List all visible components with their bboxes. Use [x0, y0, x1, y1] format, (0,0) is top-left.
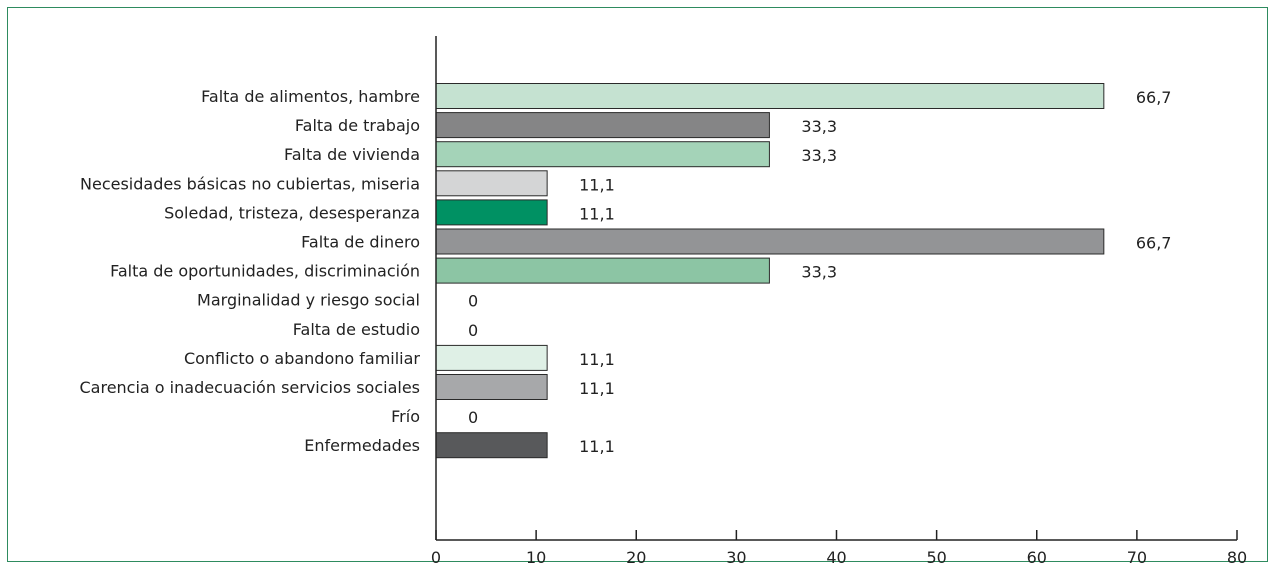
- bar: [435, 228, 1105, 255]
- data-label: 66,7: [1136, 234, 1172, 253]
- x-tick-label: 80: [1227, 548, 1247, 567]
- x-tick-label: 10: [526, 548, 546, 567]
- bar: [435, 344, 548, 371]
- bar: [435, 374, 548, 400]
- data-label: 11,1: [579, 379, 615, 398]
- bar: [435, 257, 770, 284]
- data-label: 11,1: [579, 350, 615, 369]
- x-tick-label: 30: [726, 548, 746, 567]
- bar: [435, 199, 548, 226]
- category-label: Falta de oportunidades, discriminación: [110, 262, 420, 281]
- data-label: 33,3: [801, 146, 837, 165]
- category-label: Frío: [391, 407, 420, 426]
- bars-group: [435, 83, 1105, 459]
- x-tick-label: 0: [431, 548, 441, 567]
- category-label: Carencia o inadecuación servicios social…: [79, 378, 420, 397]
- category-label: Falta de dinero: [301, 233, 420, 252]
- bar: [435, 112, 770, 139]
- category-label: Falta de trabajo: [295, 116, 420, 135]
- x-tick-label: 50: [926, 548, 946, 567]
- axes-group: 0 10 20 30 40 50 60 70 80: [431, 36, 1247, 567]
- x-tick-label: 20: [626, 548, 646, 567]
- category-label: Soledad, tristeza, desesperanza: [164, 203, 420, 222]
- data-label: 11,1: [579, 437, 615, 456]
- bar: [435, 432, 548, 459]
- bar: [435, 83, 1105, 109]
- data-label: 11,1: [579, 204, 615, 223]
- category-label: Falta de vivienda: [284, 145, 420, 164]
- data-label: 33,3: [801, 263, 837, 282]
- data-label: 0: [468, 292, 478, 311]
- category-label: Necesidades básicas no cubiertas, miseri…: [80, 174, 420, 193]
- x-tick-label: 70: [1127, 548, 1147, 567]
- data-label: 33,3: [801, 117, 837, 136]
- category-label: Conflicto o abandono familiar: [184, 349, 420, 368]
- bar: [435, 170, 548, 197]
- data-label: 0: [468, 408, 478, 427]
- category-label: Falta de alimentos, hambre: [201, 87, 420, 106]
- x-tick-label: 60: [1027, 548, 1047, 567]
- value-labels-group: 66,7 33,3 33,3 11,1 11,1 66,7 33,3 0 0 11,1 11,1 0 1…: [468, 88, 1171, 456]
- category-label: Falta de estudio: [293, 320, 420, 339]
- bar: [435, 141, 770, 168]
- category-labels-group: Falta de alimentos, hambre Falta de traba…: [79, 87, 420, 455]
- category-label: Enfermedades: [304, 436, 420, 455]
- x-tick-label: 40: [826, 548, 846, 567]
- category-label: Marginalidad y riesgo social: [197, 291, 420, 310]
- data-label: 0: [468, 321, 478, 340]
- data-label: 11,1: [579, 175, 615, 194]
- data-label: 66,7: [1136, 88, 1172, 107]
